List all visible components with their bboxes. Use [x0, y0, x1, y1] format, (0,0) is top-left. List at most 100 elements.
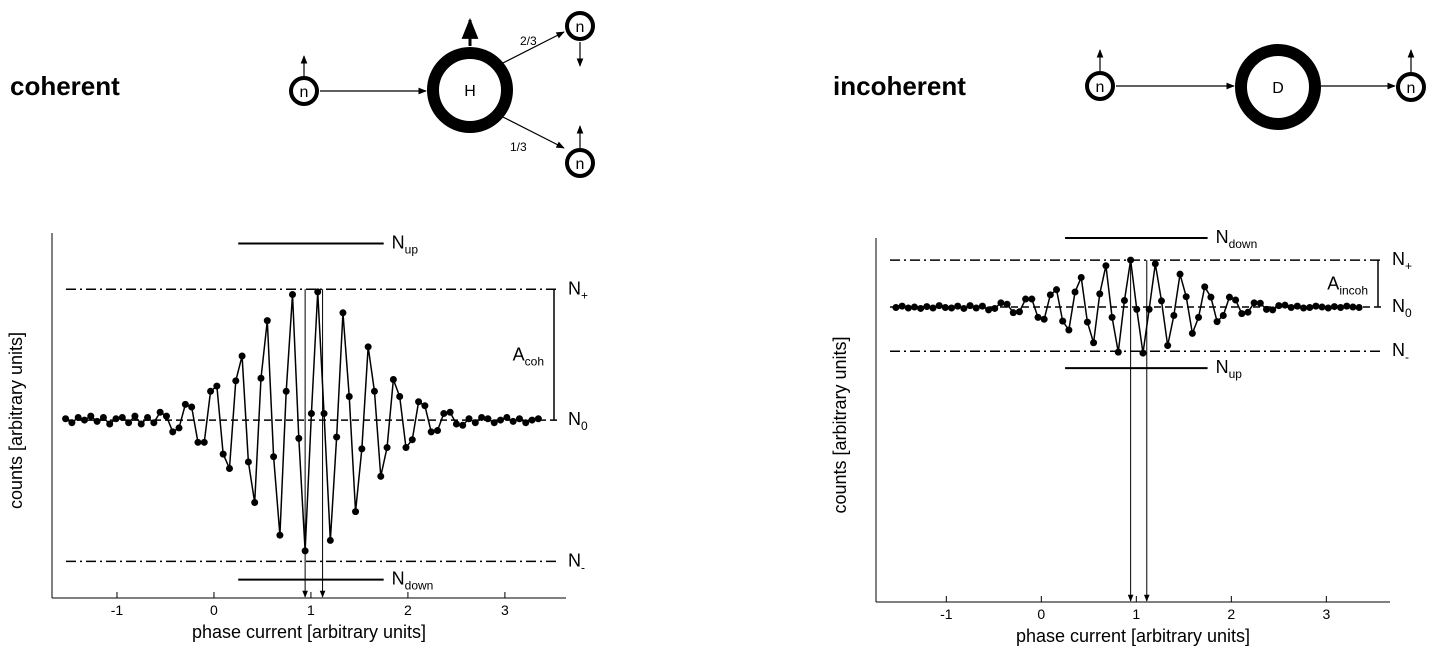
data-point: [1009, 309, 1017, 317]
node: [1396, 72, 1426, 102]
data-point: [402, 444, 410, 452]
data-point: [314, 288, 322, 296]
level-label: Aincoh: [1327, 274, 1368, 298]
data-point: [194, 438, 202, 446]
data-point: [1028, 295, 1036, 303]
data-point: [383, 444, 391, 452]
label-sub: incoh: [1339, 284, 1368, 298]
data-point: [1114, 348, 1122, 356]
data-point: [137, 420, 145, 428]
data-point: [175, 424, 183, 432]
data-point: [452, 420, 460, 428]
data-point: [1269, 306, 1277, 314]
data-point: [484, 415, 492, 423]
data-point: [954, 302, 962, 310]
data-point: [1059, 317, 1067, 325]
data-point: [1188, 329, 1196, 337]
data-point: [200, 438, 208, 446]
x-tick-label: 3: [1322, 606, 1330, 622]
data-point: [446, 408, 454, 416]
data-point: [99, 413, 107, 421]
label-main: N: [1392, 296, 1405, 316]
x-tick-label: 0: [1037, 606, 1045, 622]
label-sub: 0: [581, 419, 588, 433]
data-point: [1034, 313, 1042, 321]
data-point: [1164, 342, 1172, 350]
data-point: [440, 410, 448, 418]
x-axis-label: phase current [arbitrary units]: [1016, 626, 1250, 646]
node: [1085, 71, 1115, 101]
node-label: n: [300, 84, 309, 101]
data-point: [929, 304, 937, 312]
label-sub: +: [1405, 259, 1412, 273]
coherent-diagram: coherent n H 2/3 n 1/3 n: [10, 11, 595, 178]
data-point: [263, 317, 271, 325]
label-main: N: [568, 278, 581, 298]
data-point: [345, 393, 353, 401]
label-sub: down: [1229, 237, 1258, 251]
branch-label: 2/3: [520, 34, 537, 48]
data-point: [408, 436, 416, 444]
data-point: [251, 498, 259, 506]
data-point: [125, 419, 133, 427]
branch-label: 1/3: [510, 140, 527, 154]
x-tick-label: 0: [210, 602, 218, 618]
data-point: [515, 415, 523, 423]
label-main: N: [1392, 249, 1405, 269]
data-point: [421, 402, 429, 410]
data-point: [282, 387, 290, 395]
data-point: [389, 376, 397, 384]
node-label: n: [1096, 79, 1105, 96]
data-point: [1281, 301, 1289, 309]
label-sub: up: [405, 242, 419, 256]
data-point: [1225, 293, 1233, 301]
data-point: [213, 382, 221, 390]
data-point: [238, 352, 246, 360]
data-point: [1053, 286, 1061, 294]
data-point: [188, 403, 196, 411]
label-sub: +: [581, 288, 588, 302]
data-point: [978, 302, 986, 310]
data-point: [364, 343, 372, 351]
data-point: [68, 419, 76, 427]
data-point: [459, 421, 467, 429]
label-sub: coh: [525, 355, 544, 369]
data-point: [1040, 315, 1048, 323]
data-point: [219, 450, 227, 458]
data-point: [1120, 296, 1128, 304]
data-point: [232, 377, 240, 385]
data-point: [1139, 349, 1147, 357]
x-tick-label: 2: [404, 602, 412, 618]
data-point: [1102, 262, 1110, 270]
data-point: [295, 434, 303, 442]
data-point: [358, 445, 366, 453]
data-point: [471, 419, 479, 427]
level-label: N-: [1392, 340, 1409, 364]
chart: -1 0 1 2 3 phase current [arbitrary units] cou…: [830, 227, 1412, 646]
data-point: [118, 413, 126, 421]
data-point: [1046, 291, 1054, 299]
label-main: N: [1392, 340, 1405, 360]
data-point: [503, 413, 511, 421]
data-point: [301, 547, 309, 555]
data-point: [112, 415, 120, 423]
data-point: [1262, 305, 1270, 313]
data-point: [1287, 304, 1295, 312]
label-main: N: [1216, 357, 1229, 377]
incoherent-diagram: incoherent n D n: [833, 44, 1426, 130]
data-point: [991, 304, 999, 312]
data-point: [270, 453, 278, 461]
data-point: [333, 433, 341, 441]
data-point: [352, 508, 360, 516]
y-axis-label: counts [arbitrary units]: [830, 336, 850, 513]
data-point: [106, 420, 114, 428]
data-point: [415, 398, 423, 406]
data-point: [74, 413, 82, 421]
data-point: [1195, 313, 1203, 321]
arrow: [496, 113, 565, 149]
level-label: Acoh: [513, 345, 544, 369]
x-tick-label: -1: [940, 606, 953, 622]
node: [565, 148, 595, 178]
data-point: [1349, 303, 1357, 311]
data-point: [1077, 273, 1085, 281]
